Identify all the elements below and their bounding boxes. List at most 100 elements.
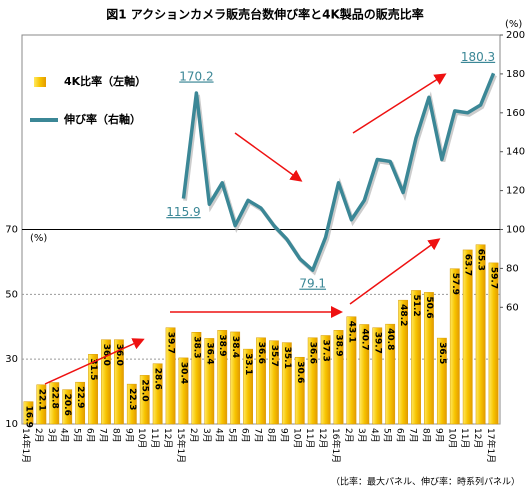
- bar: [36, 384, 47, 425]
- bar: [75, 381, 86, 425]
- bar: [424, 292, 434, 425]
- x-tick-label: 4月: [214, 428, 225, 443]
- x-tick-label: 11月: [149, 428, 160, 448]
- bar-value-label: 28.6: [153, 368, 163, 390]
- bar: [49, 382, 60, 425]
- bar-value-label: 48.2: [398, 304, 408, 326]
- bar-value-label: 40.8: [385, 328, 395, 350]
- x-tick-label: 12月: [162, 428, 173, 448]
- x-tick-label: 9月: [278, 428, 289, 443]
- x-tick-label: 5月: [382, 428, 393, 443]
- y2-axis-label: (%): [505, 19, 522, 30]
- legend-swatch: [34, 77, 46, 87]
- bar-value-label: 30.6: [295, 361, 305, 383]
- x-tick-label: 11月: [459, 428, 470, 448]
- x-tick-label: 9月: [433, 428, 444, 443]
- bar: [372, 327, 383, 425]
- y2-tick-label: 80: [506, 263, 519, 274]
- y2-tick-label: 180: [506, 69, 525, 80]
- bar-value-label: 22.3: [127, 388, 137, 410]
- bar: [294, 356, 305, 425]
- x-tick-label: 14年1月: [20, 428, 32, 463]
- bar-value-label: 59.7: [489, 267, 499, 289]
- bar: [333, 330, 344, 425]
- bar-value-label: 31.5: [88, 358, 98, 380]
- bar: [165, 327, 176, 425]
- x-tick-label: 6月: [240, 428, 251, 443]
- bar: [204, 338, 215, 425]
- bar-value-label: 36.5: [437, 342, 447, 364]
- y-axis-label: (%): [30, 233, 47, 244]
- x-tick-label: 10月: [446, 428, 457, 448]
- x-tick-label: 6月: [85, 428, 96, 443]
- bar: [101, 339, 111, 425]
- x-tick-label: 3月: [201, 428, 212, 443]
- x-tick-label: 11月: [304, 428, 315, 448]
- bar: [449, 268, 460, 425]
- bar-value-label: 36.0: [114, 344, 124, 366]
- x-tick-label: 16年1月: [330, 428, 342, 463]
- x-tick-label: 17年1月: [485, 428, 497, 463]
- bar: [398, 299, 409, 425]
- bar-value-label: 35.1: [282, 347, 292, 369]
- bar: [152, 363, 163, 425]
- bar-value-label: 39.7: [372, 332, 382, 354]
- bar: [436, 337, 447, 425]
- x-tick-label: 7月: [97, 428, 108, 443]
- bar-value-label: 57.9: [450, 273, 460, 295]
- y-tick-label: 30: [5, 354, 18, 365]
- bar: [230, 331, 241, 425]
- bar-value-label: 38.3: [191, 336, 201, 358]
- chart-title: 図1 アクションカメラ販売台数伸び率と4K製品の販売比率: [106, 7, 424, 22]
- bar-value-label: 36.4: [204, 342, 214, 364]
- bar-value-label: 40.7: [359, 328, 369, 350]
- y2-tick-label: 60: [506, 302, 519, 313]
- legend-label: 4K比率（左軸）: [64, 74, 146, 88]
- x-tick-label: 3月: [46, 428, 57, 443]
- x-tick-label: 12月: [317, 428, 328, 448]
- line-value-label: 115.9: [166, 205, 200, 219]
- bar: [243, 348, 253, 425]
- x-tick-label: 8月: [265, 428, 276, 443]
- x-tick-label: 7月: [408, 428, 419, 443]
- bar-value-label: 50.6: [424, 296, 434, 318]
- bar: [281, 342, 292, 425]
- bar: [359, 324, 370, 425]
- arrows: [44, 73, 447, 385]
- bar-value-label: 36.0: [101, 344, 111, 366]
- bar: [88, 354, 98, 425]
- bar-value-label: 22.9: [75, 386, 85, 408]
- bar-value-label: 30.4: [178, 362, 188, 384]
- y2-tick-label: 200: [506, 30, 525, 41]
- y2-tick-label: 100: [506, 225, 525, 236]
- x-tick-label: 4月: [369, 428, 380, 443]
- bar-value-label: 16.9: [23, 406, 33, 428]
- bar: [62, 389, 73, 425]
- bar: [126, 383, 137, 425]
- bar: [217, 330, 228, 425]
- x-tick-label: 4月: [59, 428, 70, 443]
- bar-value-label: 37.3: [321, 340, 331, 362]
- x-tick-label: 12月: [472, 428, 483, 448]
- bar: [320, 335, 331, 425]
- bar: [178, 357, 189, 425]
- bar: [488, 262, 499, 425]
- bar-value-label: 38.9: [334, 334, 344, 356]
- bar-value-label: 65.3: [476, 249, 486, 271]
- x-tick-label: 10月: [291, 428, 302, 448]
- y2-tick-label: 120: [506, 186, 525, 197]
- bar-value-label: 35.7: [269, 345, 279, 367]
- y-tick-label: 70: [5, 225, 18, 236]
- bar-value-label: 51.2: [411, 294, 421, 316]
- bar: [23, 401, 34, 425]
- bar-value-label: 36.6: [308, 342, 318, 364]
- x-tick-label: 5月: [72, 428, 83, 443]
- bar: [191, 332, 202, 425]
- footnote: （比率：最大パネル、伸び率：時系列パネル）: [331, 476, 520, 488]
- bar-value-label: 38.4: [230, 336, 240, 358]
- y2-tick-label: 140: [506, 147, 525, 158]
- x-tick-label: 9月: [123, 428, 134, 443]
- bar-value-label: 22.1: [36, 389, 46, 411]
- x-tick-label: 2月: [188, 428, 199, 443]
